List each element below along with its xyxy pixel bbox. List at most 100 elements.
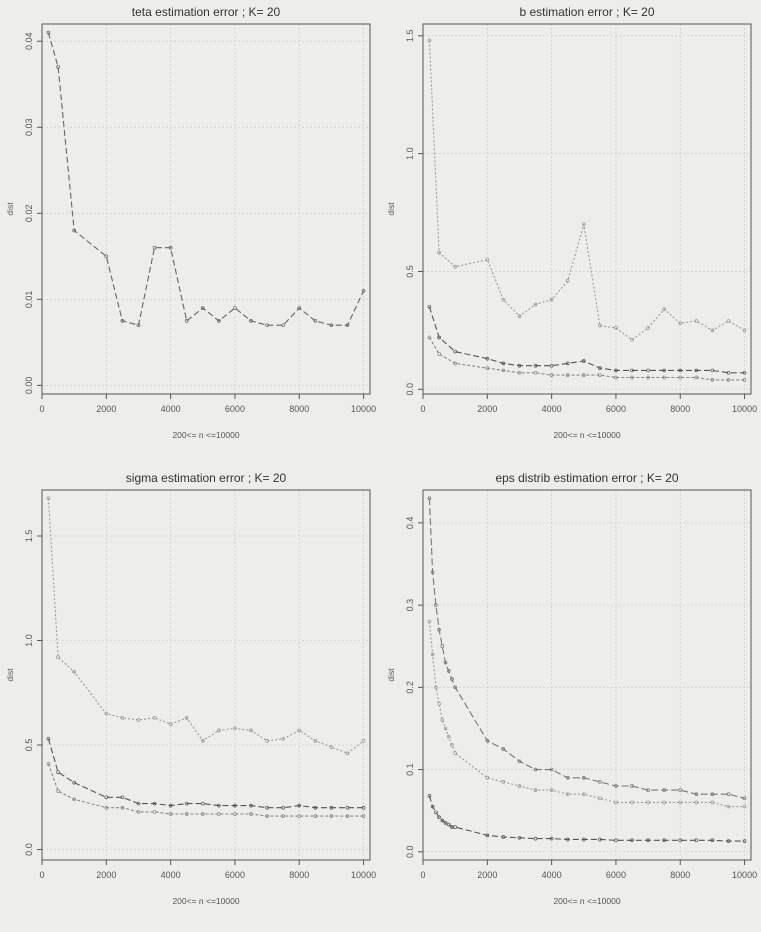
data-point	[46, 761, 51, 766]
y-tick-label: 0.2	[405, 681, 415, 694]
chart-svg: teta estimation error ; K= 20 0 2000 4000 60…	[5, 5, 376, 440]
data-point	[313, 319, 318, 323]
data-point	[726, 378, 731, 382]
data-point	[345, 805, 350, 810]
data-point	[549, 297, 554, 302]
data-point	[217, 319, 221, 323]
data-point	[549, 788, 554, 792]
data-point	[630, 800, 634, 805]
data-point	[104, 805, 109, 810]
y-tick-label: 0.1	[405, 763, 415, 776]
data-point	[598, 837, 602, 842]
data-point	[485, 833, 490, 838]
data-point	[345, 323, 350, 328]
data-point	[361, 814, 366, 818]
data-point	[581, 359, 586, 363]
data-point	[726, 370, 731, 375]
data-point	[249, 319, 253, 323]
data-point	[630, 375, 634, 380]
chart-svg: eps distrib estimation error ; K= 20 0 200…	[386, 471, 757, 906]
x-tick-label: 8000	[289, 870, 309, 880]
x-tick-label: 2000	[477, 870, 497, 880]
data-point	[630, 838, 634, 843]
data-point	[453, 349, 458, 354]
data-point	[662, 375, 667, 380]
data-point	[281, 814, 286, 818]
data-point	[297, 814, 302, 818]
data-point	[440, 818, 445, 823]
data-point	[678, 788, 683, 792]
data-point	[446, 822, 451, 827]
data-point	[646, 788, 650, 792]
data-point	[72, 797, 77, 802]
plot-frame	[41, 489, 371, 861]
data-point	[168, 803, 173, 808]
data-point	[265, 323, 269, 328]
data-point	[485, 738, 490, 743]
data-point	[485, 356, 490, 361]
x-tick-label: 10000	[732, 870, 757, 880]
data-point	[430, 570, 435, 575]
data-point	[581, 837, 586, 842]
data-point	[517, 835, 522, 840]
data-point	[598, 796, 602, 801]
data-point	[565, 279, 570, 283]
data-point	[184, 319, 189, 323]
y-tick-label: 0.5	[405, 265, 415, 278]
data-point	[694, 800, 699, 805]
x-tick-label: 4000	[161, 870, 181, 880]
data-point	[598, 373, 602, 377]
x-tick-label: 2000	[477, 404, 497, 414]
chart-panel-eps: eps distrib estimation error ; K= 20 0 200…	[381, 466, 761, 932]
data-point	[549, 767, 554, 772]
data-point	[200, 306, 205, 310]
data-point	[427, 304, 432, 309]
data-point	[313, 738, 318, 743]
data-point	[329, 805, 334, 810]
data-point	[72, 228, 77, 233]
data-point	[46, 30, 51, 35]
y-axis-label: dist	[386, 202, 396, 216]
data-point	[104, 254, 109, 259]
data-point	[694, 319, 699, 323]
data-point	[249, 812, 253, 816]
data-point	[501, 361, 506, 366]
y-tick-label: 0.5	[24, 739, 34, 752]
series-line	[47, 32, 365, 326]
data-point	[517, 314, 522, 319]
data-point	[694, 368, 699, 373]
data-point	[565, 792, 570, 797]
data-point	[437, 335, 441, 340]
data-point	[501, 297, 506, 302]
plot-frame	[422, 23, 752, 395]
chart-svg: sigma estimation error ; K= 20 0 2000 4000 6…	[5, 471, 376, 906]
data-point	[614, 326, 618, 330]
x-tick-label: 4000	[542, 404, 562, 414]
y-tick-label: 0.0	[24, 843, 34, 856]
data-point	[184, 812, 189, 816]
data-point	[501, 747, 506, 751]
data-point	[136, 801, 141, 806]
x-tick-label: 8000	[670, 404, 690, 414]
chart-panel-b: b estimation error ; K= 20 0 2000 4000 6000 8…	[381, 0, 761, 466]
data-point	[501, 780, 506, 784]
data-point	[726, 792, 731, 797]
y-tick-label: 1.5	[405, 30, 415, 43]
x-axis-label: 200<= n <=10000	[172, 896, 239, 906]
x-tick-label: 2000	[96, 404, 116, 414]
x-tick-label: 8000	[289, 404, 309, 414]
data-point	[136, 810, 141, 814]
data-point	[565, 775, 570, 780]
data-point	[446, 669, 451, 673]
data-point	[485, 775, 490, 780]
series-line	[47, 763, 364, 817]
data-point	[443, 726, 448, 731]
data-point	[427, 496, 432, 501]
data-point	[437, 627, 441, 632]
data-point	[678, 838, 683, 843]
data-point	[726, 839, 731, 843]
data-point	[120, 319, 125, 323]
data-point	[152, 716, 157, 720]
data-point	[427, 794, 432, 798]
